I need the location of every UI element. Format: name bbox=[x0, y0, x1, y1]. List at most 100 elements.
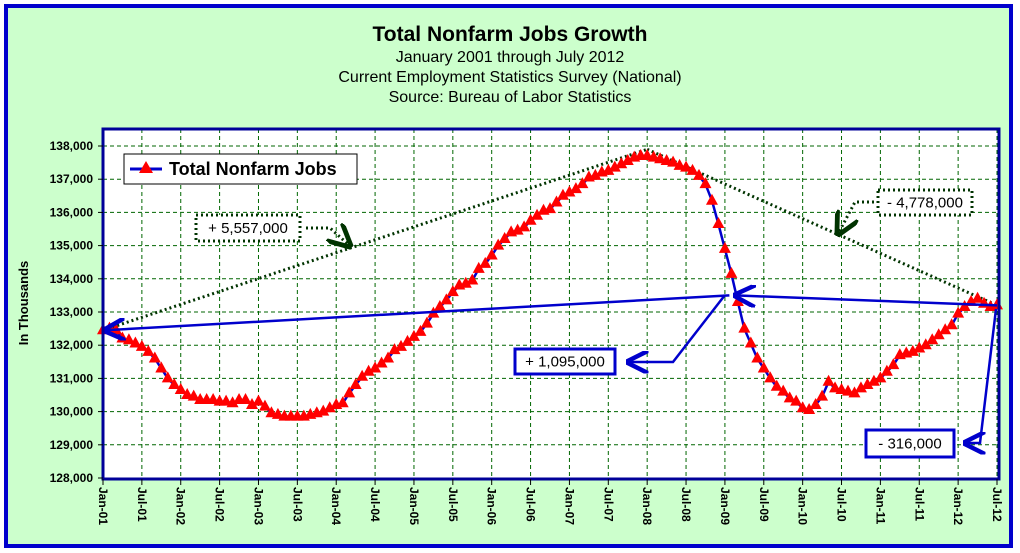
data-point bbox=[420, 316, 433, 328]
data-point bbox=[699, 177, 712, 189]
data-point bbox=[919, 338, 932, 350]
x-tick-label: Jul-05 bbox=[446, 487, 460, 522]
data-point bbox=[667, 155, 680, 167]
data-point bbox=[608, 160, 621, 172]
data-point bbox=[718, 241, 731, 253]
data-point bbox=[498, 231, 511, 243]
annotation-arrow bbox=[838, 200, 874, 234]
data-point bbox=[135, 339, 148, 351]
data-point bbox=[556, 188, 569, 200]
data-point bbox=[472, 261, 485, 273]
legend-triangle-icon bbox=[139, 161, 153, 173]
y-tick-label: 135,000 bbox=[50, 239, 94, 253]
data-point bbox=[971, 291, 984, 303]
data-point bbox=[848, 386, 861, 398]
y-tick-label: 136,000 bbox=[50, 205, 94, 219]
data-point bbox=[764, 371, 777, 383]
data-point bbox=[407, 329, 420, 341]
annotation-label: - 316,000 bbox=[878, 436, 941, 453]
annotation-arrow bbox=[628, 294, 726, 362]
data-point bbox=[680, 160, 693, 172]
data-point bbox=[343, 386, 356, 398]
trend-lines bbox=[102, 147, 998, 332]
data-point bbox=[783, 391, 796, 403]
data-point bbox=[122, 333, 135, 345]
data-point bbox=[790, 394, 803, 406]
x-tick-label: Jan-08 bbox=[640, 487, 654, 525]
data-point bbox=[809, 397, 822, 409]
x-tick-label: Jan-06 bbox=[485, 487, 499, 525]
x-axis: Jan-01 Jul-01 Jan-02 Jul-02 Jan-03 Jul-03 Jan-… bbox=[96, 479, 1004, 525]
x-tick-label: Jul-02 bbox=[213, 487, 227, 522]
data-point bbox=[744, 336, 757, 348]
x-tick-label: Jan-09 bbox=[718, 487, 732, 525]
data-point bbox=[615, 157, 628, 169]
y-tick-label: 133,000 bbox=[50, 305, 94, 319]
y-tick-label: 134,000 bbox=[50, 272, 94, 286]
data-point bbox=[945, 318, 958, 330]
annotation-label: - 4,778,000 bbox=[887, 195, 963, 212]
chart-subtitle-1: January 2001 through July 2012 bbox=[395, 49, 625, 66]
data-point bbox=[874, 371, 887, 383]
data-point bbox=[459, 276, 472, 288]
data-point bbox=[867, 374, 880, 386]
data-point bbox=[174, 383, 187, 395]
y-tick-label: 138,000 bbox=[50, 139, 94, 153]
data-point bbox=[712, 217, 725, 229]
plot-area bbox=[103, 129, 999, 479]
trend-line-decline bbox=[646, 147, 998, 307]
annotation-label: + 1,095,000 bbox=[525, 354, 605, 371]
data-point bbox=[686, 163, 699, 175]
data-point bbox=[524, 213, 537, 225]
data-point bbox=[226, 396, 239, 408]
annotation-2: - 4,778,000 bbox=[838, 188, 974, 234]
data-point bbox=[336, 396, 349, 408]
annotation-box bbox=[864, 428, 956, 459]
data-point bbox=[913, 341, 926, 353]
data-point bbox=[485, 248, 498, 260]
line-start-to-mid bbox=[105, 294, 730, 330]
annotation-3: + 1,095,000 bbox=[513, 294, 726, 376]
annotation-box bbox=[513, 347, 617, 376]
chart-subtitle-3: Source: Bureau of Labor Statistics bbox=[388, 89, 632, 106]
data-point bbox=[446, 285, 459, 297]
data-point bbox=[401, 334, 414, 346]
data-point bbox=[440, 293, 453, 305]
chart-title-block: Total Nonfarm Jobs Growth January 2001 t… bbox=[0, 22, 1020, 108]
data-point bbox=[414, 324, 427, 336]
y-tick-label: 129,000 bbox=[50, 438, 94, 452]
x-tick-label: Jul-03 bbox=[290, 487, 304, 522]
x-tick-label: Jan-03 bbox=[251, 487, 265, 525]
annotations: + 5,557,000 - 4,778,000 + 1,095,000 - 316,0… bbox=[194, 188, 998, 459]
data-point bbox=[395, 339, 407, 351]
data-point bbox=[880, 364, 893, 376]
x-tick-label: Jan-11 bbox=[873, 487, 887, 525]
data-point bbox=[602, 163, 615, 175]
x-tick-label: Jul-12 bbox=[990, 487, 1004, 522]
x-tick-label: Jan-07 bbox=[562, 487, 576, 525]
data-point bbox=[187, 389, 200, 401]
data-point bbox=[576, 177, 589, 189]
data-point bbox=[738, 321, 751, 333]
x-tick-label: Jan-05 bbox=[407, 487, 421, 525]
data-point bbox=[323, 401, 336, 413]
trend-line-growth bbox=[102, 147, 648, 332]
data-point bbox=[621, 153, 634, 165]
data-point bbox=[155, 361, 168, 373]
data-point bbox=[382, 351, 395, 363]
y-tick-label: 132,000 bbox=[50, 338, 94, 352]
data-point bbox=[751, 351, 764, 363]
data-point bbox=[861, 378, 874, 390]
data-point bbox=[518, 220, 531, 232]
data-point bbox=[926, 333, 939, 345]
data-point bbox=[258, 399, 271, 411]
data-point bbox=[246, 397, 258, 409]
legend-label: Total Nonfarm Jobs bbox=[169, 159, 337, 179]
data-point bbox=[757, 361, 770, 373]
legend: Total Nonfarm Jobs bbox=[123, 153, 358, 185]
data-point bbox=[569, 182, 582, 194]
x-tick-label: Jan-04 bbox=[329, 487, 343, 525]
y-axis-label: In Thousands bbox=[16, 261, 31, 346]
data-point bbox=[777, 384, 790, 396]
data-point bbox=[511, 223, 524, 235]
